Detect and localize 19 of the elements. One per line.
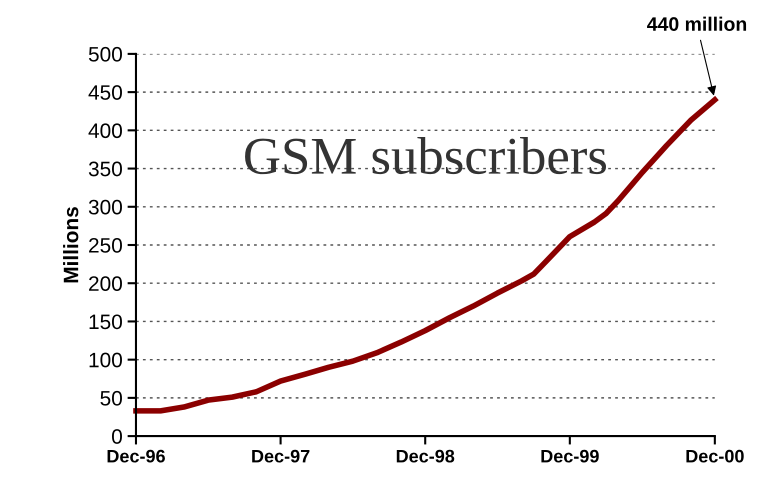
x-tick-label: Dec-96 — [108, 450, 165, 463]
x-tick-label: Dec-99 — [541, 450, 599, 463]
y-tick-label: 100 — [90, 352, 122, 368]
x-tick-label: Dec-00 — [686, 450, 744, 463]
y-tick-label: 0 — [112, 429, 122, 444]
y-tick-label: 450 — [88, 85, 122, 100]
y-tick-label: 300 — [88, 200, 122, 215]
y-tick-label: 400 — [88, 123, 122, 138]
text: GSM subscribers — [245, 136, 606, 174]
y-tick-label: 200 — [89, 276, 122, 291]
x-tick-label: Dec-97 — [252, 450, 310, 463]
annotation: 440 million — [647, 16, 746, 31]
y-tick-label: 500 — [88, 46, 122, 62]
y-tick-label: 250 — [89, 238, 122, 253]
y-tick-label: 350 — [88, 162, 122, 176]
y-axis-title: Millions — [63, 207, 78, 282]
y-tick-label: 50 — [100, 390, 122, 406]
x-tick-label: Dec-98 — [396, 450, 454, 463]
y-tick-label: 150 — [90, 314, 122, 330]
